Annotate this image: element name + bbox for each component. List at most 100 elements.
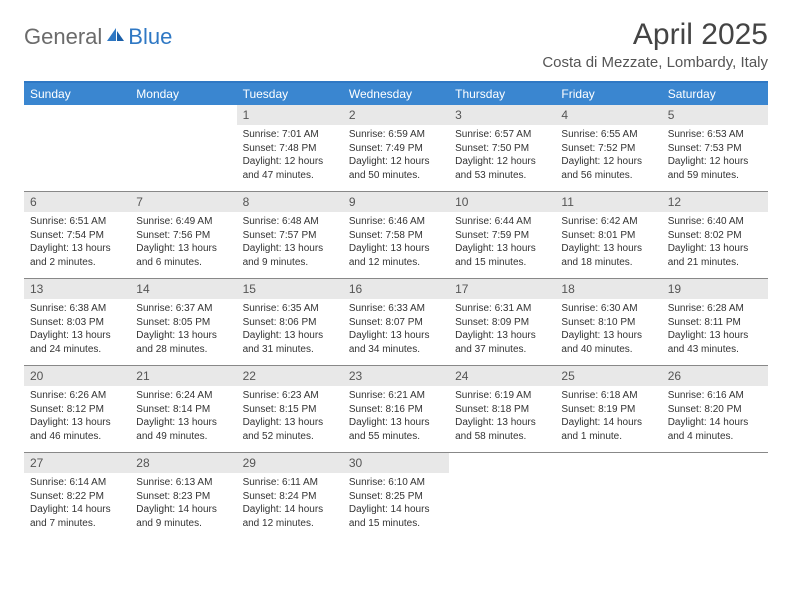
day-ss: Sunset: 8:11 PM <box>668 316 762 330</box>
day-cell: 16Sunrise: 6:33 AMSunset: 8:07 PMDayligh… <box>343 279 449 365</box>
day-sr: Sunrise: 6:10 AM <box>349 476 443 490</box>
day-sr: Sunrise: 6:23 AM <box>243 389 337 403</box>
day-sr: Sunrise: 6:28 AM <box>668 302 762 316</box>
day-body: Sunrise: 6:51 AMSunset: 7:54 PMDaylight:… <box>24 212 130 275</box>
day-ss: Sunset: 8:03 PM <box>30 316 124 330</box>
day-body: Sunrise: 6:19 AMSunset: 8:18 PMDaylight:… <box>449 386 555 449</box>
day-number: 18 <box>555 279 661 299</box>
logo-text-blue: Blue <box>128 24 172 50</box>
day-sr: Sunrise: 6:11 AM <box>243 476 337 490</box>
day-d2: and 58 minutes. <box>455 430 549 444</box>
day-ss: Sunset: 8:15 PM <box>243 403 337 417</box>
day-sr: Sunrise: 6:18 AM <box>561 389 655 403</box>
day-d1: Daylight: 12 hours <box>668 155 762 169</box>
day-sr: Sunrise: 6:48 AM <box>243 215 337 229</box>
weekday-header: Friday <box>555 83 661 105</box>
day-number: 28 <box>130 453 236 473</box>
day-d2: and 46 minutes. <box>30 430 124 444</box>
logo-sail-icon <box>105 26 125 49</box>
day-number: 2 <box>343 105 449 125</box>
day-ss: Sunset: 8:07 PM <box>349 316 443 330</box>
day-cell: 6Sunrise: 6:51 AMSunset: 7:54 PMDaylight… <box>24 192 130 278</box>
day-body: Sunrise: 6:13 AMSunset: 8:23 PMDaylight:… <box>130 473 236 536</box>
day-sr: Sunrise: 6:53 AM <box>668 128 762 142</box>
day-d1: Daylight: 13 hours <box>349 329 443 343</box>
day-body: Sunrise: 6:55 AMSunset: 7:52 PMDaylight:… <box>555 125 661 188</box>
day-cell: 30Sunrise: 6:10 AMSunset: 8:25 PMDayligh… <box>343 453 449 539</box>
day-d2: and 15 minutes. <box>349 517 443 531</box>
day-d2: and 18 minutes. <box>561 256 655 270</box>
day-ss: Sunset: 8:22 PM <box>30 490 124 504</box>
day-body: Sunrise: 6:23 AMSunset: 8:15 PMDaylight:… <box>237 386 343 449</box>
day-body: Sunrise: 6:59 AMSunset: 7:49 PMDaylight:… <box>343 125 449 188</box>
weekday-header: Tuesday <box>237 83 343 105</box>
day-d1: Daylight: 14 hours <box>349 503 443 517</box>
day-sr: Sunrise: 6:31 AM <box>455 302 549 316</box>
day-number: 12 <box>662 192 768 212</box>
day-body: Sunrise: 7:01 AMSunset: 7:48 PMDaylight:… <box>237 125 343 188</box>
day-sr: Sunrise: 6:33 AM <box>349 302 443 316</box>
day-body: Sunrise: 6:44 AMSunset: 7:59 PMDaylight:… <box>449 212 555 275</box>
day-number: 24 <box>449 366 555 386</box>
day-sr: Sunrise: 6:57 AM <box>455 128 549 142</box>
day-number: 22 <box>237 366 343 386</box>
day-d1: Daylight: 13 hours <box>243 416 337 430</box>
day-d1: Daylight: 13 hours <box>561 329 655 343</box>
day-ss: Sunset: 8:06 PM <box>243 316 337 330</box>
day-ss: Sunset: 8:16 PM <box>349 403 443 417</box>
day-number: 10 <box>449 192 555 212</box>
day-d2: and 28 minutes. <box>136 343 230 357</box>
day-number: 4 <box>555 105 661 125</box>
week-row: 6Sunrise: 6:51 AMSunset: 7:54 PMDaylight… <box>24 191 768 278</box>
day-ss: Sunset: 8:19 PM <box>561 403 655 417</box>
day-number: 19 <box>662 279 768 299</box>
day-body: Sunrise: 6:28 AMSunset: 8:11 PMDaylight:… <box>662 299 768 362</box>
day-number: 21 <box>130 366 236 386</box>
day-cell: 3Sunrise: 6:57 AMSunset: 7:50 PMDaylight… <box>449 105 555 191</box>
day-d1: Daylight: 14 hours <box>243 503 337 517</box>
day-d2: and 15 minutes. <box>455 256 549 270</box>
day-d2: and 9 minutes. <box>243 256 337 270</box>
day-sr: Sunrise: 6:59 AM <box>349 128 443 142</box>
day-cell: 24Sunrise: 6:19 AMSunset: 8:18 PMDayligh… <box>449 366 555 452</box>
calendar: SundayMondayTuesdayWednesdayThursdayFrid… <box>24 81 768 539</box>
day-body: Sunrise: 6:16 AMSunset: 8:20 PMDaylight:… <box>662 386 768 449</box>
day-d1: Daylight: 13 hours <box>455 416 549 430</box>
day-sr: Sunrise: 6:51 AM <box>30 215 124 229</box>
location: Costa di Mezzate, Lombardy, Italy <box>542 54 768 71</box>
page-title: April 2025 <box>542 18 768 52</box>
day-cell: 8Sunrise: 6:48 AMSunset: 7:57 PMDaylight… <box>237 192 343 278</box>
day-ss: Sunset: 8:05 PM <box>136 316 230 330</box>
weekday-header: Wednesday <box>343 83 449 105</box>
day-d1: Daylight: 13 hours <box>136 416 230 430</box>
day-cell-empty <box>449 453 555 539</box>
day-body: Sunrise: 6:14 AMSunset: 8:22 PMDaylight:… <box>24 473 130 536</box>
day-sr: Sunrise: 6:55 AM <box>561 128 655 142</box>
day-d1: Daylight: 14 hours <box>136 503 230 517</box>
day-body: Sunrise: 6:37 AMSunset: 8:05 PMDaylight:… <box>130 299 236 362</box>
day-d1: Daylight: 13 hours <box>243 242 337 256</box>
day-cell: 19Sunrise: 6:28 AMSunset: 8:11 PMDayligh… <box>662 279 768 365</box>
day-sr: Sunrise: 6:37 AM <box>136 302 230 316</box>
day-d1: Daylight: 12 hours <box>349 155 443 169</box>
day-number: 3 <box>449 105 555 125</box>
day-ss: Sunset: 7:53 PM <box>668 142 762 156</box>
day-cell-empty <box>662 453 768 539</box>
day-cell: 13Sunrise: 6:38 AMSunset: 8:03 PMDayligh… <box>24 279 130 365</box>
day-cell: 14Sunrise: 6:37 AMSunset: 8:05 PMDayligh… <box>130 279 236 365</box>
day-number: 25 <box>555 366 661 386</box>
day-body: Sunrise: 6:31 AMSunset: 8:09 PMDaylight:… <box>449 299 555 362</box>
week-row: 20Sunrise: 6:26 AMSunset: 8:12 PMDayligh… <box>24 365 768 452</box>
day-body: Sunrise: 6:38 AMSunset: 8:03 PMDaylight:… <box>24 299 130 362</box>
day-ss: Sunset: 7:50 PM <box>455 142 549 156</box>
week-row: 1Sunrise: 7:01 AMSunset: 7:48 PMDaylight… <box>24 105 768 191</box>
day-number: 9 <box>343 192 449 212</box>
day-body: Sunrise: 6:53 AMSunset: 7:53 PMDaylight:… <box>662 125 768 188</box>
day-d2: and 47 minutes. <box>243 169 337 183</box>
day-ss: Sunset: 8:18 PM <box>455 403 549 417</box>
day-sr: Sunrise: 6:49 AM <box>136 215 230 229</box>
day-d2: and 12 minutes. <box>243 517 337 531</box>
day-d1: Daylight: 13 hours <box>30 416 124 430</box>
day-ss: Sunset: 8:10 PM <box>561 316 655 330</box>
day-ss: Sunset: 7:56 PM <box>136 229 230 243</box>
